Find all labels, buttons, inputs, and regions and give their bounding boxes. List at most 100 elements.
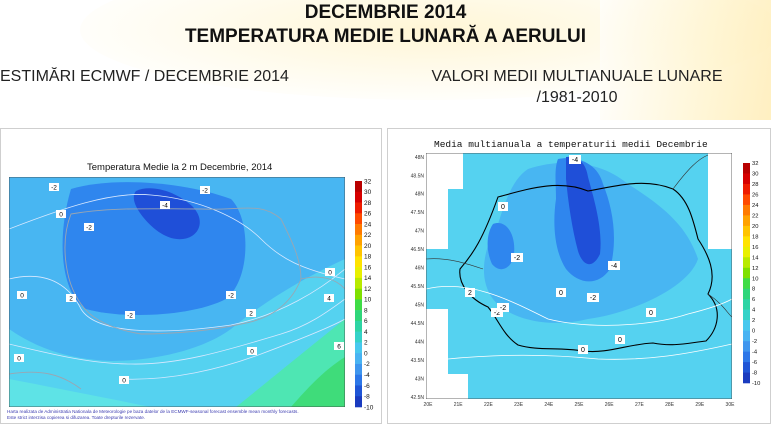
colorbar-swatch	[355, 191, 362, 203]
contour-label: 0	[247, 347, 257, 356]
climatology-field-deep-blue	[566, 156, 601, 265]
colorbar-swatch	[743, 257, 750, 269]
colorbar-tick-label: 12	[752, 266, 758, 272]
colorbar-swatch	[355, 267, 362, 279]
contour-label: 4	[324, 294, 334, 303]
svg-text:0: 0	[17, 356, 21, 363]
svg-text:0: 0	[559, 290, 563, 297]
colorbar-tick-label: 4	[752, 308, 756, 314]
colorbar-tick-label: -8	[752, 371, 757, 377]
colorbar-tick-label: 14	[364, 275, 372, 282]
contour-label: 0	[325, 268, 335, 277]
svg-text:-2: -2	[86, 225, 92, 232]
colorbar-swatch	[355, 213, 362, 225]
colorbar-tick-label: 30	[364, 189, 372, 196]
colorbar-swatch	[743, 183, 750, 195]
colorbar-swatch	[355, 277, 362, 289]
colorbar-tick-label: 0	[364, 350, 368, 357]
contour-label: -2	[497, 303, 509, 312]
romania-border	[459, 182, 718, 353]
longitude-tick-label: 23E	[514, 402, 524, 408]
contour-label: -4	[569, 155, 581, 164]
colorbar-tick-label: -4	[752, 350, 758, 356]
svg-text:0: 0	[328, 270, 332, 277]
colorbar-tick-label: 18	[752, 234, 758, 240]
svg-text:0: 0	[122, 378, 126, 385]
right-heading-line2: /1981-2010	[536, 89, 618, 106]
left-panel-heading: ESTIMĂRI ECMWF / DECEMBRIE 2014	[0, 68, 289, 85]
contour-label: 0	[119, 376, 129, 385]
colorbar-swatch	[743, 351, 750, 363]
colorbar-tick-label: 2	[364, 340, 368, 347]
right-heading-line1: VALORI MEDII MULTIANUALE LUNARE	[431, 68, 723, 85]
colorbar-tick-label: 26	[364, 211, 372, 218]
latitude-tick-label: 43.5N	[411, 358, 425, 364]
longitude-tick-label: 30E	[726, 402, 736, 408]
longitude-tick-label: 21E	[454, 402, 464, 408]
colorbar-tick-label: 2	[752, 318, 755, 324]
colorbar-swatch	[355, 363, 362, 376]
neighbor-border	[672, 154, 709, 190]
climatology-field-mid-blue-west	[487, 223, 515, 270]
colorbar-swatch	[355, 288, 362, 300]
longitude-tick-label: 22E	[484, 402, 494, 408]
colorbar-swatch	[743, 173, 750, 185]
forecast-map-title: Temperatura Medie la 2 m Decembrie, 2014	[87, 162, 273, 173]
forecast-map: -2 0 -2 -4 -2 -2 0 -2 2 0 0 2 0 4 6 0 32…	[9, 177, 374, 411]
contour-label: -2	[226, 291, 236, 300]
svg-text:0: 0	[59, 212, 63, 219]
colorbar-tick-label: 32	[364, 178, 372, 185]
colorbar-tick-label: 6	[364, 318, 368, 325]
longitude-tick-label: 28E	[665, 402, 675, 408]
colorbar-tick-label: 4	[364, 329, 368, 336]
contour-line	[120, 318, 345, 380]
colorbar-swatch	[743, 267, 750, 279]
svg-text:-2: -2	[127, 313, 133, 320]
longitude-tick-label: 20E	[424, 402, 434, 408]
contour-label: -2	[491, 308, 503, 317]
latitude-tick-label: 46.5N	[411, 247, 425, 253]
forecast-footer-credit: Harta realizata de Administratia Nationa…	[7, 409, 299, 414]
forecast-field-aqua-sw	[9, 379, 151, 407]
contour-label: -2	[49, 183, 59, 192]
longitude-tick-label: 29E	[695, 402, 705, 408]
contour-line	[426, 285, 732, 326]
colorbar-tick-label: -6	[752, 360, 757, 366]
svg-text:0: 0	[581, 347, 585, 354]
colorbar-tick-label: 0	[752, 329, 755, 335]
svg-text:-4: -4	[611, 263, 617, 270]
contour-labels: -4 0 -2 -2 2 -2 -2 0 -4 0 0 0	[465, 155, 656, 354]
colorbar-tick-label: -10	[364, 404, 374, 411]
country-border	[64, 207, 302, 335]
longitude-tick-label: 27E	[635, 402, 645, 408]
colorbar-swatch	[743, 215, 750, 227]
longitude-ticks: 20E 21E 22E 23E 24E 25E 26E 27E 28E 29E 30E	[424, 402, 736, 408]
latitude-tick-label: 44.5N	[411, 321, 425, 327]
colorbar-swatch	[743, 246, 750, 258]
svg-text:6: 6	[337, 344, 341, 351]
colorbar-tick-label: 8	[752, 287, 755, 293]
colorbar-tick-label: 28	[364, 200, 372, 207]
contour-label: -4	[608, 261, 620, 270]
neighbor-border	[426, 258, 484, 270]
contour-line	[9, 194, 345, 280]
svg-text:-2: -2	[202, 188, 208, 195]
colorbar-tick-label: 14	[752, 255, 759, 261]
colorbar-swatch	[355, 299, 362, 311]
colorbar-swatch	[743, 320, 750, 331]
latitude-tick-label: 48.5N	[411, 173, 425, 179]
latitude-tick-label: 47N	[415, 229, 425, 235]
colorbar-tick-label: 22	[364, 232, 372, 239]
colorbar-tick-label: 16	[752, 245, 758, 251]
page-title: DECEMBRIE 2014	[304, 2, 467, 23]
longitude-tick-label: 24E	[544, 402, 554, 408]
colorbar-swatch	[743, 163, 750, 174]
svg-text:-2: -2	[51, 185, 57, 192]
latitude-tick-label: 48N	[415, 192, 425, 198]
svg-text:-4: -4	[162, 203, 168, 210]
colorbar-tick-label: 16	[364, 264, 372, 271]
colorbar-swatch	[355, 245, 362, 257]
colorbar-swatch	[743, 362, 750, 373]
latitude-tick-label: 45.5N	[411, 284, 425, 290]
